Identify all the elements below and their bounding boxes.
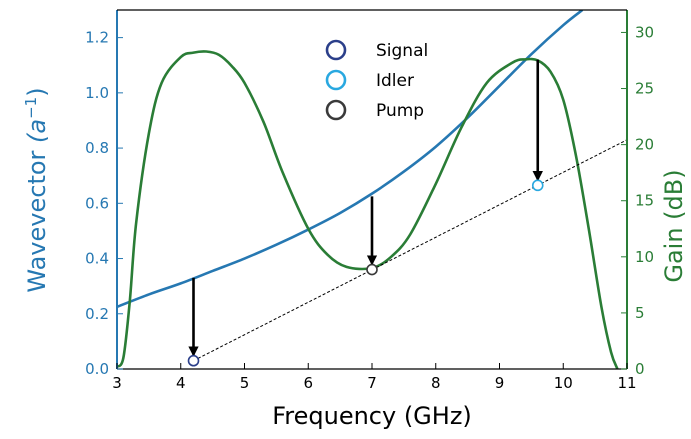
- x-tick-label: 11: [617, 374, 636, 392]
- axes-layer: 3 4 5 6 7 8 9 10 11 0.0 0.2 0.4 0.6 0.8 1.0 1.2 0 5 10 15 20…: [85, 9, 654, 392]
- y-right-tick-label: 20: [635, 136, 654, 154]
- x-tick-label: 6: [303, 374, 313, 392]
- signal-point: [187, 354, 200, 367]
- y-left-tick-label: 0.6: [85, 194, 109, 212]
- left-axis-label-math: (a: [23, 119, 51, 143]
- legend-label-idler: Idler: [376, 71, 414, 91]
- idler-point: [531, 179, 544, 192]
- plot-area: [117, 10, 627, 369]
- y-right-tick-label: 25: [635, 80, 654, 98]
- x-tick-label: 3: [112, 374, 122, 392]
- legend-label-signal: Signal: [376, 41, 428, 61]
- data-layer: [117, 10, 627, 369]
- y-left-tick-label: 0.4: [85, 250, 109, 268]
- legend: Signal Idler Pump: [325, 39, 428, 121]
- gain-curve: [117, 50, 619, 369]
- right-axis-label: Gain (dB): [660, 169, 688, 282]
- x-tick-label: 10: [554, 374, 573, 392]
- x-tick-label: 7: [367, 374, 377, 392]
- x-tick-label: 9: [495, 374, 505, 392]
- y-right-tick-label: 15: [635, 192, 654, 210]
- x-tick-label: 4: [176, 374, 186, 392]
- legend-label-pump: Pump: [376, 101, 424, 121]
- idler-dashed-line: [193, 139, 627, 362]
- wavevector-curve: [117, 10, 584, 309]
- x-axis-label: Frequency (GHz): [272, 402, 472, 430]
- y-right-tick-label: 30: [635, 23, 654, 41]
- pump-point: [366, 263, 378, 276]
- left-axis-label-close: ): [23, 87, 51, 96]
- legend-marker-pump: [325, 99, 347, 121]
- y-left-tick-label: 0.2: [85, 305, 109, 323]
- left-axis-label-sup: −1: [22, 97, 40, 119]
- legend-marker-idler: [325, 69, 347, 91]
- x-tick-label: 5: [240, 374, 250, 392]
- y-right-tick-label: 10: [635, 248, 654, 266]
- legend-marker-signal: [325, 39, 347, 61]
- y-left-tick-label: 1.2: [85, 29, 109, 47]
- x-tick-label: 8: [431, 374, 441, 392]
- y-right-tick-label: 5: [635, 304, 645, 322]
- y-right-tick-label: 0: [635, 360, 645, 378]
- y-left-tick-label: 0.8: [85, 139, 109, 157]
- y-left-tick-label: 0.0: [85, 360, 109, 378]
- y-left-tick-label: 1.0: [85, 84, 109, 102]
- left-axis-label: Wavevector (a−1): [22, 87, 51, 292]
- left-axis-label-text: Wavevector: [23, 143, 51, 293]
